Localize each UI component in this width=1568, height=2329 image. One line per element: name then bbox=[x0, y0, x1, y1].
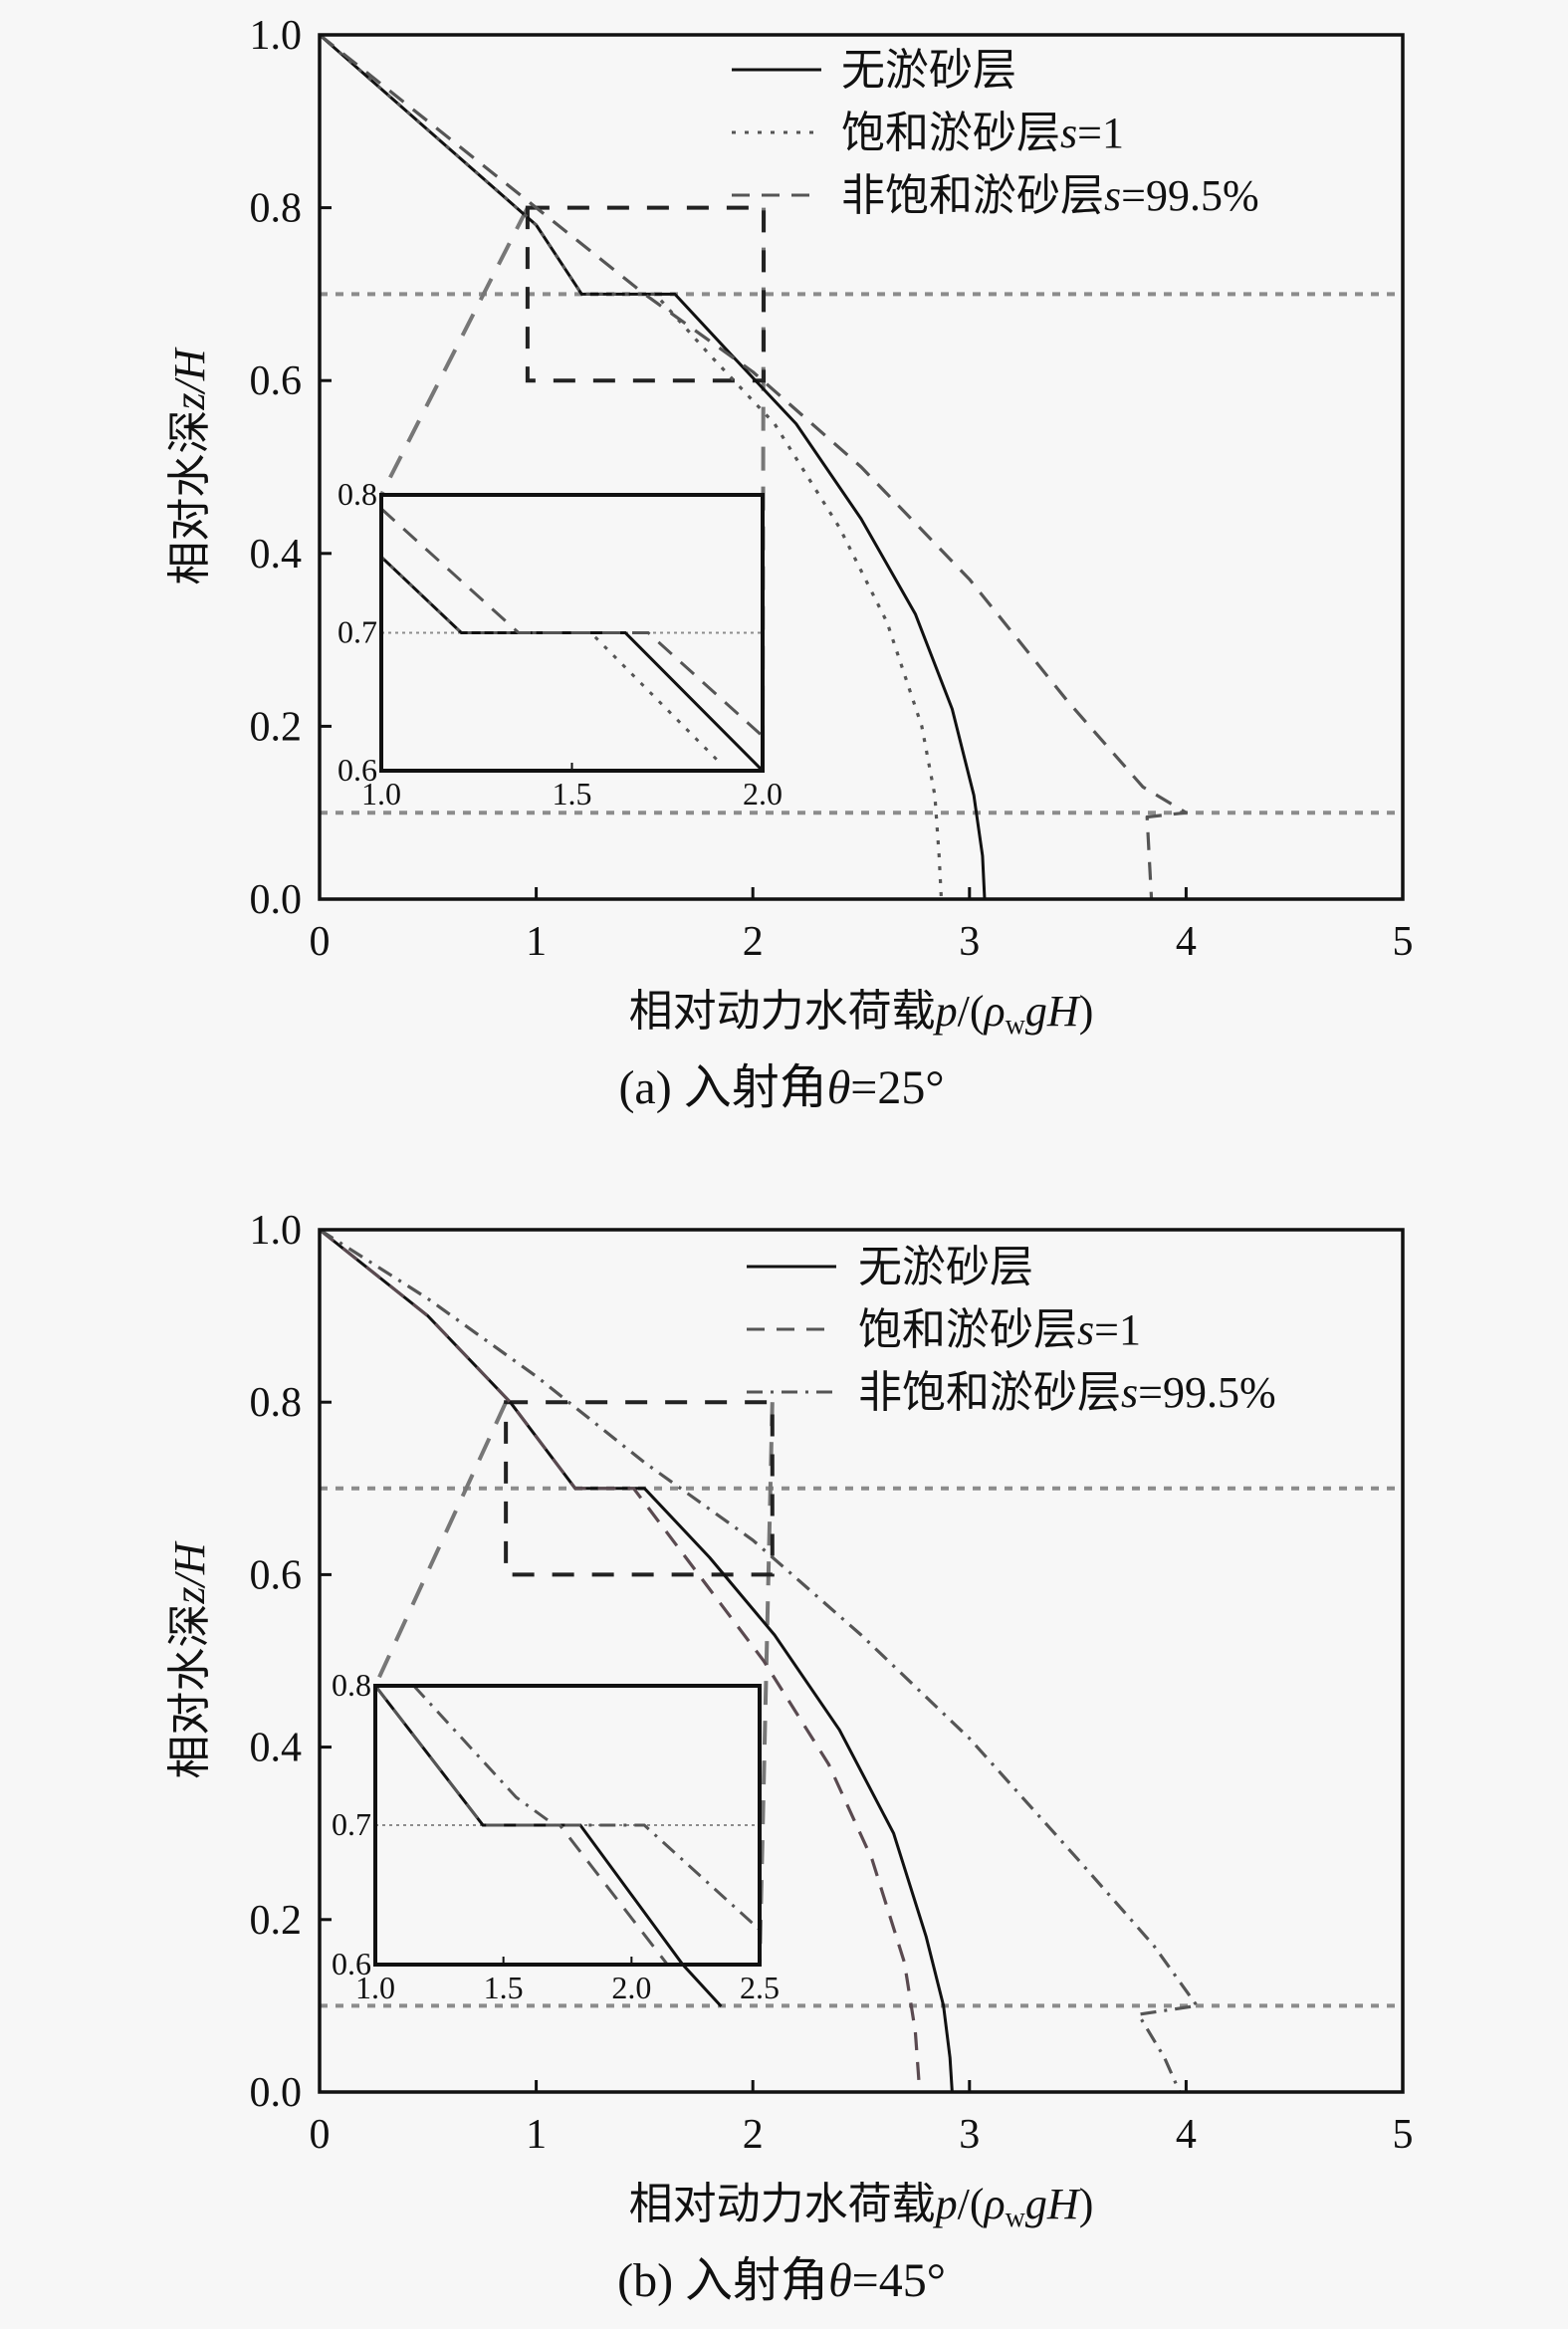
x-tick-label: 1 bbox=[526, 919, 547, 965]
x-tick-label: 5 bbox=[1393, 919, 1414, 965]
inset-chart: 1.0 1.5 2.0 2.5 0.6 0.7 0.8 bbox=[332, 1667, 780, 2008]
inset-y-tick-label: 0.8 bbox=[337, 476, 377, 512]
y-tick-label: 0.8 bbox=[250, 1380, 303, 1426]
y-tick-label: 0.2 bbox=[250, 704, 303, 750]
axis-labels: 相对动力水荷载p/(ρwgH) 相对水深z/H (b) 入射角θ=45° bbox=[165, 1540, 1093, 2307]
x-tick-label: 3 bbox=[959, 919, 980, 965]
x-tick-label: 4 bbox=[1176, 919, 1197, 965]
x-tick-label: 2 bbox=[743, 2112, 764, 2158]
series-line-1 bbox=[318, 33, 944, 900]
legend-label: 饱和淤砂层s=1 bbox=[841, 109, 1124, 157]
inset-x-tick-label: 1.0 bbox=[361, 776, 401, 812]
inset-series-line-2 bbox=[412, 1684, 762, 1932]
reference-lines bbox=[320, 1486, 1403, 2008]
connector-line-right bbox=[758, 1402, 775, 1966]
x-tick-label: 2 bbox=[743, 919, 764, 965]
inset-y-tick-label: 0.6 bbox=[337, 752, 377, 788]
inset-y-tick-label: 0.8 bbox=[332, 1667, 371, 1703]
series-line-1 bbox=[319, 1228, 922, 2093]
plot-axes: 0 1 2 3 4 5 0.0 0.2 0.4 0.6 0.8 1.0 bbox=[250, 13, 1414, 965]
chart-panel-b: 1.0 1.5 2.0 2.5 0.6 0.7 0.8 0 1 2 3 4 5 0.0 0.2 0.4 0.6… bbox=[165, 1208, 1414, 2307]
x-axis-title: 相对动力水荷载p/(ρwgH) bbox=[629, 2180, 1094, 2233]
inset-x-tick-label: 2.5 bbox=[740, 1970, 780, 2005]
series-line-0 bbox=[319, 1228, 954, 2093]
legend-label: 饱和淤砂层s=1 bbox=[858, 1305, 1141, 1354]
inset-frame bbox=[373, 1684, 762, 1967]
legend-label: 非饱和淤砂层s=99.5% bbox=[841, 171, 1259, 220]
zoom-box bbox=[525, 205, 767, 383]
y-tick-label: 0.6 bbox=[250, 358, 303, 404]
zoom-rectangle bbox=[525, 205, 767, 383]
y-tick-label: 0.4 bbox=[250, 1726, 303, 1771]
plot-axes: 0 1 2 3 4 5 0.0 0.2 0.4 0.6 0.8 1.0 bbox=[250, 1208, 1414, 2158]
y-tick-label: 0.0 bbox=[250, 2070, 303, 2116]
y-tick-label: 1.0 bbox=[250, 1208, 303, 1254]
inset-x-tick-label: 2.0 bbox=[611, 1970, 651, 2005]
plot-frame bbox=[318, 33, 1405, 901]
connector-line-left bbox=[379, 206, 530, 496]
inset-series-line-2 bbox=[379, 507, 765, 738]
y-tick-label: 0.2 bbox=[250, 1898, 303, 1944]
x-tick-label: 1 bbox=[526, 2112, 547, 2158]
zoom-connectors bbox=[373, 1401, 775, 1966]
x-tick-label: 0 bbox=[310, 2112, 331, 2158]
zoom-box bbox=[504, 1400, 775, 1577]
x-tick-label: 4 bbox=[1176, 2112, 1197, 2158]
x-axis-title: 相对动力水荷载p/(ρwgH) bbox=[629, 987, 1094, 1041]
connector-line-left bbox=[373, 1401, 508, 1687]
y-tick-label: 0.6 bbox=[250, 1552, 303, 1598]
plot-frame bbox=[318, 1228, 1405, 2094]
panel-caption: (a) 入射角θ=25° bbox=[618, 1061, 944, 1114]
inset-y-tick-label: 0.6 bbox=[332, 1946, 371, 1981]
inset-x-tick-label: 1.5 bbox=[553, 776, 592, 812]
zoom-rectangle bbox=[504, 1400, 775, 1577]
legend-label: 无淤砂层 bbox=[841, 46, 1016, 95]
data-series bbox=[318, 33, 1189, 900]
inset-y-tick-label: 0.7 bbox=[332, 1806, 371, 1842]
legend-label: 非饱和淤砂层s=99.5% bbox=[858, 1368, 1276, 1417]
y-tick-label: 0.4 bbox=[250, 532, 303, 578]
chart-panel-a: 1.0 1.5 2.0 0.6 0.7 0.8 0 1 2 3 4 5 0.0 0.2 0.4 0.6 0.8… bbox=[165, 13, 1414, 1114]
inset-x-tick-label: 1.0 bbox=[355, 1970, 395, 2005]
y-tick-label: 0.0 bbox=[250, 877, 303, 923]
series-line-2 bbox=[319, 1228, 1199, 2093]
x-tick-label: 0 bbox=[310, 919, 331, 965]
axis-labels: 相对动力水荷载p/(ρwgH) 相对水深z/H (a) 入射角θ=25° bbox=[165, 347, 1093, 1114]
x-tick-label: 3 bbox=[959, 2112, 980, 2158]
legend-label: 无淤砂层 bbox=[858, 1243, 1033, 1291]
y-tick-label: 1.0 bbox=[250, 13, 303, 59]
inset-series-line-1 bbox=[379, 556, 719, 761]
x-tick-label: 5 bbox=[1393, 2112, 1414, 2158]
inset-y-tick-label: 0.7 bbox=[337, 614, 377, 650]
series-line-2 bbox=[319, 33, 1189, 900]
y-tick-label: 0.8 bbox=[250, 186, 303, 232]
inset-x-tick-label: 1.5 bbox=[484, 1970, 524, 2005]
inset-x-tick-label: 2.0 bbox=[743, 776, 783, 812]
inset-chart: 1.0 1.5 2.0 0.6 0.7 0.8 bbox=[337, 476, 783, 812]
y-axis-title: 相对水深z/H bbox=[165, 347, 214, 584]
y-axis-title: 相对水深z/H bbox=[165, 1540, 214, 1778]
reference-lines bbox=[320, 292, 1403, 815]
data-series bbox=[319, 1228, 1199, 2093]
inset-series-line-1 bbox=[373, 1685, 669, 1966]
panel-caption: (b) 入射角θ=45° bbox=[617, 2254, 946, 2307]
